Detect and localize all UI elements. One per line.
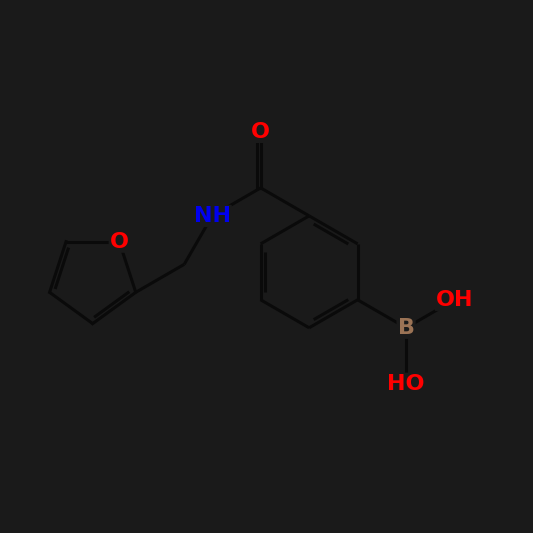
- Text: HO: HO: [387, 374, 425, 394]
- Text: O: O: [251, 122, 270, 142]
- Text: NH: NH: [193, 206, 231, 226]
- Text: B: B: [398, 318, 415, 338]
- Text: O: O: [110, 232, 129, 252]
- Text: OH: OH: [436, 290, 473, 310]
